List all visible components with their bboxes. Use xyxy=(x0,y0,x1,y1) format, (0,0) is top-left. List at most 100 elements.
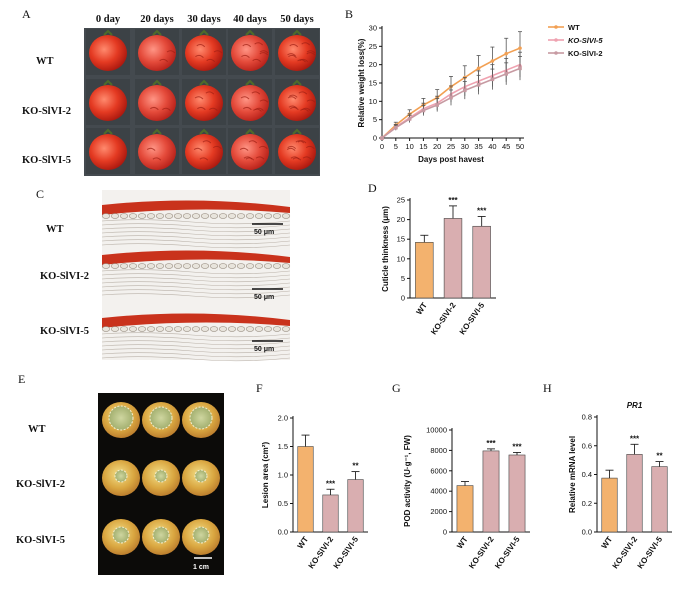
tomato-fruit xyxy=(231,134,269,170)
lesion xyxy=(108,405,134,431)
y-tick-label: 0 xyxy=(443,528,447,537)
panel-e-row-ko2: KO-SlVI-2 xyxy=(16,479,65,490)
panel-e-row-ko5: KO-SlVI-5 xyxy=(16,535,65,546)
tissue-line xyxy=(101,332,291,338)
y-tick-label: 0.2 xyxy=(582,499,592,508)
tomato-wrinkle xyxy=(166,50,176,54)
tomato-wrinkle xyxy=(258,145,268,150)
tomato-wrinkle xyxy=(297,59,306,63)
tomato-wrinkle xyxy=(297,140,307,144)
tomato-wrinkle xyxy=(255,156,265,160)
epidermal-cell xyxy=(209,213,219,219)
significance-label: *** xyxy=(512,442,522,451)
tissue-line xyxy=(101,352,291,358)
y-tick-label: 15 xyxy=(369,79,377,88)
epidermal-cell xyxy=(155,263,165,269)
tomato-wrinkle xyxy=(196,44,206,48)
day-label-40: 40 days xyxy=(233,14,267,25)
epidermal-cell xyxy=(245,263,255,269)
tomato-wrinkle xyxy=(194,96,204,100)
data-point xyxy=(490,77,495,82)
cuticle-layer xyxy=(102,313,290,328)
epidermal-cell xyxy=(128,326,138,332)
y-tick-label: 0 xyxy=(373,134,377,143)
epidermal-cell xyxy=(218,263,228,269)
y-tick-label: 2.0 xyxy=(278,414,288,423)
significance-label: *** xyxy=(477,206,487,215)
y-tick-label: 25 xyxy=(369,42,377,51)
epidermal-cell xyxy=(164,213,174,219)
epidermal-cell xyxy=(227,263,237,269)
lesion xyxy=(189,406,213,430)
data-point xyxy=(407,117,412,121)
data-point xyxy=(394,125,398,130)
chart-title: PR1 xyxy=(627,401,643,410)
x-tick-label: 30 xyxy=(461,142,469,151)
x-tick-label: 5 xyxy=(394,142,398,151)
cuticle-layer xyxy=(102,250,290,265)
tomato-wrinkle xyxy=(240,96,250,100)
tomato-wrinkle xyxy=(195,54,204,59)
epidermal-cell xyxy=(263,263,273,269)
tomato-wrinkle xyxy=(193,147,203,151)
significance-label: *** xyxy=(630,434,640,443)
epidermal-cell xyxy=(119,213,129,219)
x-tick-label: 45 xyxy=(502,142,510,151)
epidermal-cell xyxy=(110,326,120,332)
epidermal-cell xyxy=(209,326,219,332)
lesion xyxy=(149,406,173,430)
day-label-0: 0 day xyxy=(96,14,121,25)
tomato-wrinkle xyxy=(242,44,252,48)
y-tick-label: 10000 xyxy=(426,426,447,435)
epidermal-cell xyxy=(218,213,228,219)
tomato-wrinkle xyxy=(202,140,212,144)
y-tick-label: 30 xyxy=(369,24,377,33)
tomato-wrinkle xyxy=(254,42,264,46)
x-tick-label: 25 xyxy=(447,142,455,151)
tomato-fruit xyxy=(185,85,223,121)
tomato-stem xyxy=(103,128,113,135)
significance-label: ** xyxy=(352,462,359,471)
y-tick-label: 0.0 xyxy=(582,528,592,537)
epidermal-cell xyxy=(128,213,138,219)
epidermal-cell xyxy=(254,326,264,332)
epidermal-cell xyxy=(200,263,210,269)
y-tick-label: 0.6 xyxy=(582,441,592,450)
day-label-30: 30 days xyxy=(187,14,221,25)
data-point xyxy=(476,66,481,71)
tomato-fruit xyxy=(138,35,176,71)
epidermal-cell xyxy=(263,213,273,219)
tomato-wrinkle xyxy=(259,99,269,103)
tissue-line xyxy=(101,273,291,279)
legend-marker xyxy=(554,25,558,29)
data-point xyxy=(518,66,522,71)
y-tick-label: 0.8 xyxy=(582,413,592,422)
y-tick-label: 6000 xyxy=(430,466,447,475)
lesion xyxy=(112,526,130,544)
tomato-wrinkle xyxy=(146,147,156,151)
tomato-fruit xyxy=(278,85,316,121)
tomato-wrinkle xyxy=(241,54,250,59)
tomato-stem xyxy=(292,29,302,36)
tomato-wrinkle xyxy=(300,108,309,112)
epidermal-cell xyxy=(245,326,255,332)
epidermal-cell xyxy=(263,326,273,332)
epidermal-cell xyxy=(182,213,192,219)
legend-label: KO-SlVI-2 xyxy=(568,49,603,58)
tissue-line xyxy=(101,289,291,295)
epidermal-cell xyxy=(173,213,183,219)
epidermal-cell xyxy=(119,263,129,269)
scale-bar-label-3: 50 μm xyxy=(254,346,274,353)
tomato-wrinkle xyxy=(152,157,162,161)
tomato-wrinkle xyxy=(288,94,298,98)
tomato-wrinkle xyxy=(150,106,159,111)
tomato-wrinkle xyxy=(287,53,296,57)
x-tick-label: 40 xyxy=(488,142,496,151)
data-point xyxy=(421,108,426,113)
significance-label: *** xyxy=(486,439,496,448)
tomato-fruit xyxy=(138,134,176,170)
bar xyxy=(472,225,491,299)
tomato-stem xyxy=(152,128,162,135)
tomato-fruit xyxy=(278,134,316,170)
